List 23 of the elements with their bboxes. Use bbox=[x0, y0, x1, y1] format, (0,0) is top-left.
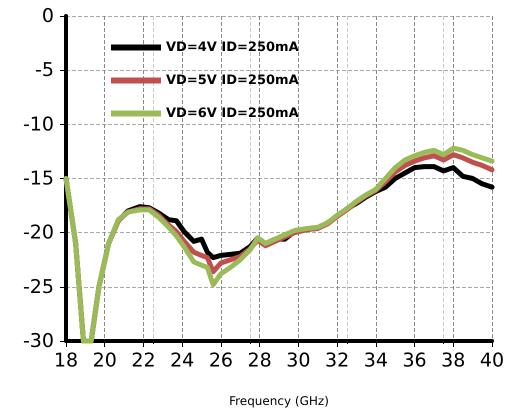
legend-label: VD=6V ID=250mA bbox=[166, 106, 299, 121]
y-tick-label: -20 bbox=[22, 222, 54, 244]
y-tick-label: -25 bbox=[22, 276, 54, 298]
x-axis-title: Frequency (GHz) bbox=[229, 394, 329, 408]
y-tick-label: -5 bbox=[35, 59, 54, 82]
y-tick-label: -15 bbox=[22, 168, 54, 190]
x-tick-label: 34 bbox=[364, 350, 388, 372]
y-tick-label: -30 bbox=[22, 330, 54, 352]
x-tick-label: 28 bbox=[248, 350, 272, 372]
x-tick-label: 36 bbox=[402, 350, 427, 372]
x-tick-label: 22 bbox=[131, 350, 156, 372]
x-tick-label: 20 bbox=[92, 350, 117, 372]
legend-label: VD=5V ID=250mA bbox=[166, 73, 299, 88]
x-tick-label: 38 bbox=[441, 350, 466, 372]
x-tick-label: 24 bbox=[170, 350, 194, 372]
x-tick-label: 40 bbox=[480, 350, 504, 372]
x-tick-label: 26 bbox=[208, 350, 234, 372]
legend-label: VD=4V ID=250mA bbox=[166, 40, 299, 55]
y-tick-label: -10 bbox=[22, 113, 54, 136]
x-tick-label: 30 bbox=[286, 350, 310, 372]
x-tick-label: 18 bbox=[54, 350, 78, 372]
y-tick-label: 0 bbox=[42, 5, 54, 27]
x-tick-label: 32 bbox=[324, 350, 350, 372]
